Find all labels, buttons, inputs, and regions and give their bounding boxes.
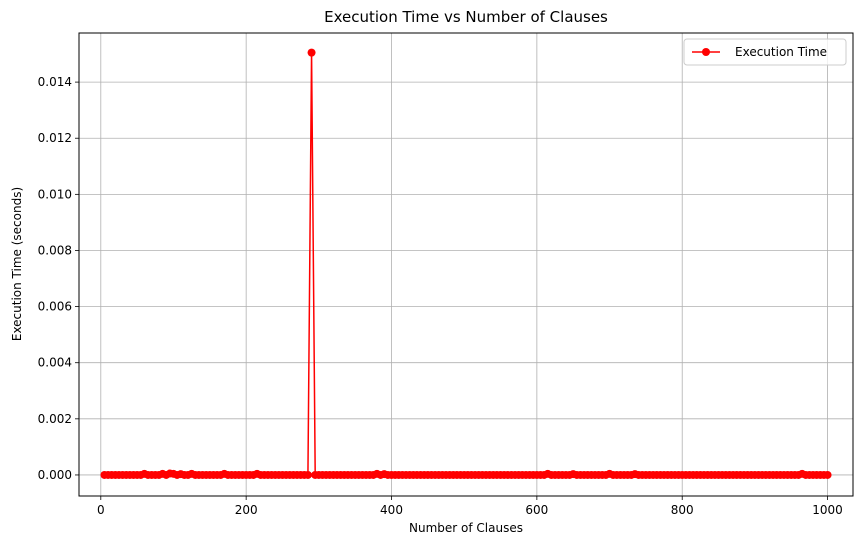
legend-marker	[702, 48, 710, 56]
y-tick-label: 0.002	[38, 412, 72, 426]
grid	[79, 33, 853, 496]
data-point	[303, 470, 312, 479]
y-axis-label: Execution Time (seconds)	[10, 187, 24, 341]
x-tick-label: 200	[235, 503, 258, 517]
chart-title: Execution Time vs Number of Clauses	[324, 8, 608, 26]
y-axis: 0.000 0.002 0.004 0.006 0.008 0.010 0.012 0.014	[38, 75, 79, 482]
x-tick-label: 600	[525, 503, 548, 517]
x-tick-label: 0	[97, 503, 105, 517]
plot-frame	[78, 32, 854, 497]
y-tick-label: 0.000	[38, 468, 72, 482]
legend: Execution Time	[683, 38, 847, 66]
y-tick-label: 0.008	[38, 243, 72, 257]
y-tick-label: 0.004	[38, 356, 72, 370]
x-tick-label: 800	[671, 503, 694, 517]
data-point	[307, 48, 316, 57]
y-tick-label: 0.006	[38, 300, 72, 314]
x-axis-label: Number of Clauses	[409, 521, 523, 535]
y-tick-label: 0.014	[38, 75, 72, 89]
x-tick-label: 1000	[812, 503, 843, 517]
legend-label: Execution Time	[735, 45, 827, 59]
data-point	[823, 470, 832, 479]
x-axis: 0 200 400 600 800 1000	[97, 496, 843, 517]
y-tick-label: 0.012	[38, 131, 72, 145]
x-tick-label: 400	[380, 503, 403, 517]
series-line	[104, 51, 828, 476]
y-tick-label: 0.010	[38, 187, 72, 201]
series-layer	[100, 48, 832, 479]
legend-box	[683, 38, 847, 66]
